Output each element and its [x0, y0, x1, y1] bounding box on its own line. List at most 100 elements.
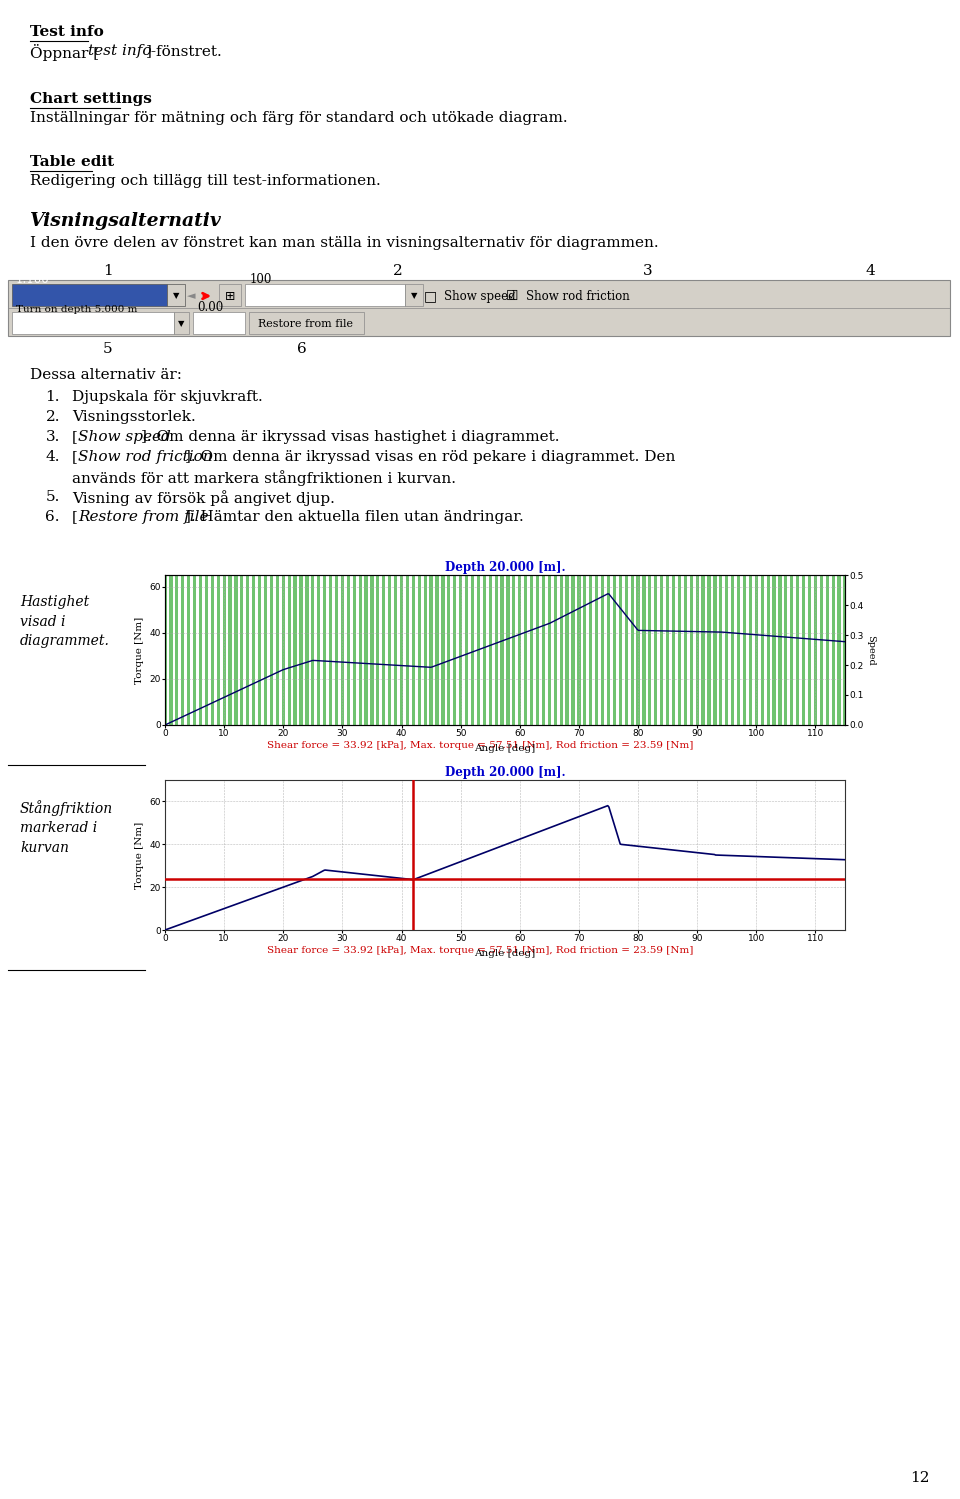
Bar: [689, 576, 693, 726]
Bar: [536, 576, 540, 726]
Text: ▼: ▼: [173, 291, 180, 300]
Bar: [405, 283, 423, 306]
Bar: [175, 576, 179, 726]
Title: Depth 20.000 [m].: Depth 20.000 [m].: [444, 766, 565, 779]
Bar: [571, 576, 575, 726]
Bar: [631, 576, 634, 726]
Text: 4.: 4.: [45, 450, 60, 465]
Bar: [264, 576, 267, 726]
Bar: [779, 576, 781, 726]
Text: 1: 1: [103, 264, 113, 277]
Bar: [429, 576, 433, 726]
Bar: [548, 576, 551, 726]
Text: ⊞: ⊞: [225, 289, 235, 303]
Text: 12: 12: [910, 1471, 930, 1486]
Bar: [305, 576, 308, 726]
Text: 5.: 5.: [46, 490, 60, 504]
Bar: [719, 576, 723, 726]
Bar: [784, 576, 787, 726]
Bar: [773, 576, 776, 726]
Text: ]. Om denna är ikryssad visas en röd pekare i diagrammet. Den: ]. Om denna är ikryssad visas en röd pek…: [185, 450, 676, 465]
Bar: [554, 576, 557, 726]
Text: Dessa alternativ är:: Dessa alternativ är:: [30, 367, 182, 382]
Text: Öppnar [: Öppnar [: [30, 43, 99, 61]
Bar: [760, 576, 764, 726]
Bar: [447, 576, 450, 726]
Bar: [376, 576, 379, 726]
Bar: [820, 576, 823, 726]
Text: 1.: 1.: [45, 390, 60, 405]
Y-axis label: Torque [Nm]: Torque [Nm]: [134, 821, 144, 889]
Title: Depth 20.000 [m].: Depth 20.000 [m].: [444, 561, 565, 574]
Text: Hastighet
visad i
diagrammet.: Hastighet visad i diagrammet.: [20, 595, 109, 648]
Text: Visning av försök på angivet djup.: Visning av försök på angivet djup.: [72, 490, 335, 505]
Bar: [294, 576, 297, 726]
Bar: [560, 576, 563, 726]
Text: Visningsalternativ: Visningsalternativ: [30, 211, 222, 229]
Bar: [246, 576, 250, 726]
Text: 5: 5: [103, 342, 113, 355]
Bar: [577, 576, 581, 726]
Bar: [814, 576, 817, 726]
Bar: [240, 576, 244, 726]
Bar: [826, 576, 828, 726]
Bar: [217, 576, 220, 726]
Bar: [412, 576, 415, 726]
Bar: [276, 576, 279, 726]
Bar: [335, 576, 338, 726]
Bar: [329, 576, 332, 726]
Text: 6: 6: [298, 342, 307, 355]
Bar: [725, 576, 729, 726]
Bar: [636, 576, 639, 726]
Text: □: □: [423, 289, 437, 303]
Bar: [459, 576, 463, 726]
Bar: [181, 576, 184, 726]
Text: 3: 3: [643, 264, 653, 277]
Bar: [595, 576, 598, 726]
Text: Test info: Test info: [30, 25, 104, 39]
Bar: [347, 576, 350, 726]
Bar: [436, 576, 439, 726]
Bar: [281, 576, 285, 726]
Bar: [453, 576, 456, 726]
Y-axis label: Speed: Speed: [866, 634, 875, 666]
Bar: [654, 576, 658, 726]
Bar: [210, 576, 214, 726]
Bar: [193, 576, 196, 726]
Text: 2: 2: [394, 264, 403, 277]
Bar: [642, 576, 645, 726]
Text: [: [: [72, 450, 78, 465]
Text: ☑: ☑: [506, 289, 518, 303]
Text: Redigering och tillägg till test-informationen.: Redigering och tillägg till test-informa…: [30, 174, 381, 187]
Bar: [524, 576, 527, 726]
Bar: [204, 576, 208, 726]
Text: Stångfriktion
markerad i
kurvan: Stångfriktion markerad i kurvan: [20, 800, 113, 854]
Bar: [796, 576, 800, 726]
Bar: [477, 576, 480, 726]
Bar: [288, 576, 291, 726]
Bar: [684, 576, 687, 726]
Bar: [702, 576, 705, 726]
Text: Show rod friction: Show rod friction: [526, 289, 630, 303]
Text: 2.: 2.: [45, 411, 60, 424]
Bar: [612, 576, 616, 726]
Bar: [163, 576, 167, 726]
Bar: [12, 283, 167, 306]
Bar: [187, 576, 190, 726]
Text: 6.: 6.: [45, 510, 60, 525]
Bar: [618, 576, 622, 726]
Bar: [530, 576, 533, 726]
Bar: [252, 576, 255, 726]
Bar: [506, 576, 510, 726]
Text: ▼: ▼: [178, 319, 184, 328]
Bar: [199, 576, 203, 726]
Bar: [400, 576, 403, 726]
Text: Djupskala för skjuvkraft.: Djupskala för skjuvkraft.: [72, 390, 263, 405]
Bar: [219, 283, 241, 306]
Bar: [371, 576, 373, 726]
Text: Show rod friction: Show rod friction: [79, 450, 213, 465]
Bar: [625, 576, 628, 726]
Text: Shear force = 33.92 [kPa], Max. torque = 57.51 [Nm], Rod friction = 23.59 [Nm]: Shear force = 33.92 [kPa], Max. torque =…: [267, 946, 693, 955]
Bar: [12, 312, 174, 334]
Text: I den övre delen av fönstret kan man ställa in visningsalternativ för diagrammen: I den övre delen av fönstret kan man stä…: [30, 235, 659, 250]
